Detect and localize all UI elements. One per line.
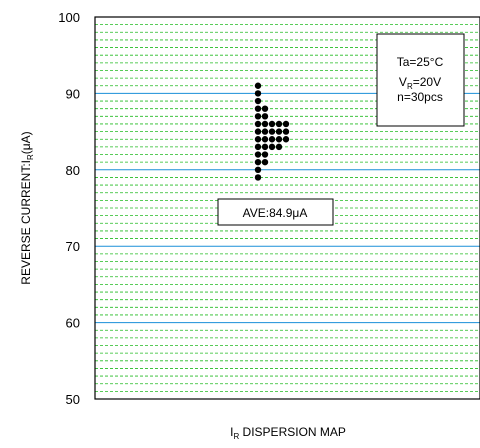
data-points [254, 82, 290, 181]
conditions-box: Ta=25°C VR=20V n=30pcs [376, 33, 465, 127]
y-tick-label: 90 [66, 86, 80, 101]
data-point [254, 97, 262, 105]
data-point [261, 136, 269, 143]
data-point [275, 120, 283, 128]
data-point [261, 113, 269, 120]
y-tick-labels: 50 60 70 80 90 100 [58, 10, 80, 407]
major-gridlines [95, 92, 480, 324]
data-point [261, 120, 269, 128]
data-point [282, 136, 290, 143]
data-point [254, 120, 262, 128]
data-point [282, 120, 290, 128]
data-point [254, 143, 262, 151]
data-point [275, 143, 283, 151]
data-point [254, 82, 262, 89]
y-tick-label: 70 [66, 239, 80, 254]
data-point [261, 151, 269, 158]
average-box: AVE:84.9μA [217, 198, 334, 226]
plot-frame [94, 16, 480, 400]
data-point [254, 136, 262, 143]
data-point [268, 128, 276, 135]
data-point [254, 166, 262, 173]
data-point [261, 105, 269, 112]
data-point [254, 174, 262, 181]
data-point [254, 158, 262, 166]
data-point [275, 136, 283, 143]
data-point [261, 143, 269, 151]
data-point [254, 105, 262, 112]
data-point [268, 120, 276, 128]
data-point [254, 128, 262, 135]
data-point [254, 90, 262, 97]
data-point [254, 113, 262, 120]
y-tick-label: 80 [66, 163, 80, 178]
data-point [261, 158, 269, 166]
condition-sample-count: n=30pcs [397, 90, 443, 104]
condition-temperature: Ta=25°C [397, 55, 444, 69]
y-tick-label: 50 [66, 392, 80, 407]
data-point [268, 136, 276, 143]
data-point [254, 151, 262, 158]
x-axis-title: IR DISPERSION MAP [230, 425, 346, 441]
data-point [261, 128, 269, 135]
data-point [275, 128, 283, 135]
data-point [268, 143, 276, 151]
average-label: AVE:84.9μA [243, 206, 308, 220]
y-tick-label: 60 [66, 316, 80, 331]
y-tick-label: 100 [58, 10, 80, 25]
y-axis-title: REVERSE CURRENT:IR(μA) [19, 131, 35, 284]
condition-voltage: VR=20V [399, 75, 441, 91]
data-point [282, 128, 290, 135]
